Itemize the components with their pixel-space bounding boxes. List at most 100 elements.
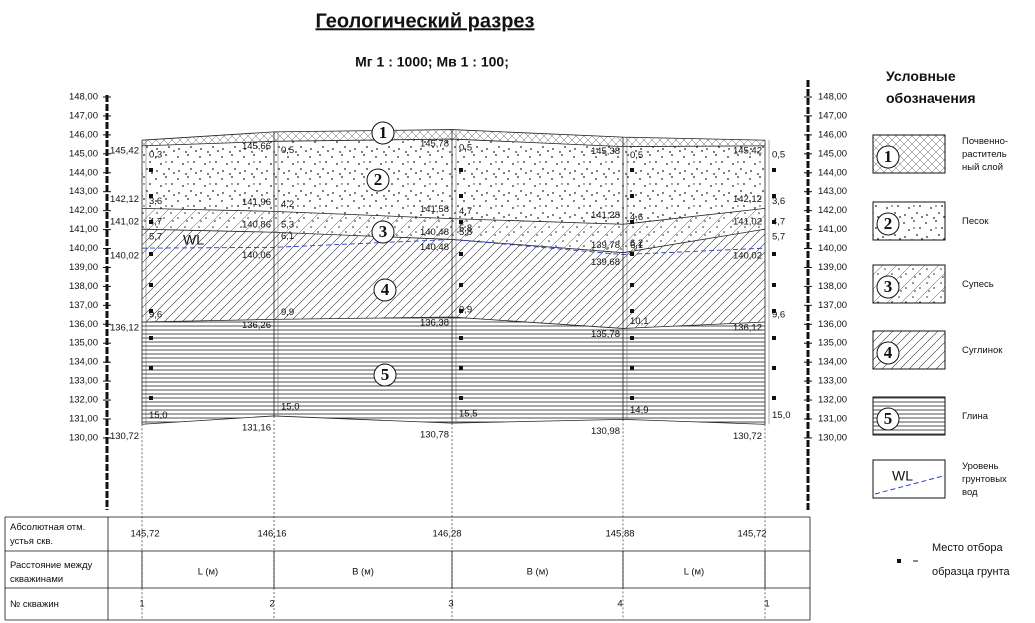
depth-label: 3,6 (772, 196, 785, 207)
depth-label: 5,8 (459, 227, 472, 238)
depth-label: 0,5 (630, 150, 643, 161)
sample-mark (772, 194, 776, 198)
depth-label: 0,5 (459, 143, 472, 154)
legend-label: Уровень грунтовых вод (962, 461, 1007, 498)
elevation-label: 145,78 (420, 139, 449, 150)
sample-mark (149, 283, 153, 287)
legend-label: Песок (962, 216, 989, 227)
tick-label-left: 133,00 (69, 376, 98, 387)
sample-mark (630, 396, 634, 400)
elevation-label: 142,12 (733, 194, 762, 205)
depth-label: 5,7 (149, 232, 162, 243)
table-cell: 145,88 (605, 529, 634, 540)
row-header-line: Расстояние между (10, 560, 93, 571)
sample-mark (630, 220, 634, 224)
tick-label-right: 130,00 (818, 432, 847, 443)
layers (142, 129, 765, 425)
tick-label-left: 148,00 (69, 92, 98, 103)
legend-number: 1 (884, 147, 893, 166)
tick-label-right: 144,00 (818, 167, 847, 178)
sample-mark (630, 283, 634, 287)
elevation-label: 145,42 (110, 145, 139, 156)
elevation-label: 136,12 (733, 323, 762, 334)
title: Геологический разрез (315, 10, 534, 32)
sample-mark (630, 336, 634, 340)
sample-mark (459, 366, 463, 370)
elevation-label: 145,66 (242, 141, 271, 152)
row-header: Абсолютная отм. устья скв. (10, 522, 85, 547)
tick-label-right: 141,00 (818, 224, 847, 235)
sample-mark (772, 336, 776, 340)
table-cell: 3 (448, 599, 453, 610)
soil-layer (142, 139, 765, 225)
layer-number-circle (371, 121, 395, 145)
legend-label: Супесь (962, 279, 994, 290)
layer-number: 5 (381, 365, 390, 384)
tick-label-right: 138,00 (818, 281, 847, 292)
sample-note-line: Место отбора (932, 542, 1003, 554)
elevation-label: 140,48 (420, 242, 449, 253)
sample-mark (459, 309, 463, 313)
tick-label-right: 134,00 (818, 357, 847, 368)
tick-label-right: 131,00 (818, 413, 847, 424)
sample-mark (630, 252, 634, 256)
legend-label-line: Суглинок (962, 345, 1003, 356)
depth-label: 4,7 (772, 217, 785, 228)
table-cell: L (м) (198, 567, 218, 578)
table-cell: 146,28 (432, 529, 461, 540)
depth-label: 9,6 (149, 310, 162, 321)
depth-label: 9,9 (459, 305, 472, 316)
legend-number-circle (876, 341, 900, 365)
sample-mark (772, 309, 776, 313)
tick-label-right: 142,00 (818, 205, 847, 216)
tick-label-left: 138,00 (69, 281, 98, 292)
elevation-label: 145,42 (733, 145, 762, 156)
depth-label: 6,2 (630, 238, 643, 249)
scale: Мг 1 : 1000; Мв 1 : 100; (355, 54, 509, 70)
legend-title-line: обозначения (886, 90, 976, 106)
elevation-label: 135,78 (591, 329, 620, 340)
depth-label: 5,3 (281, 220, 294, 231)
tick-label-right: 136,00 (818, 319, 847, 330)
elevation-label: 140,02 (733, 251, 762, 262)
depth-label: 4,7 (459, 206, 472, 217)
depth-label: 10,1 (630, 316, 649, 327)
tick-label-left: 130,00 (69, 432, 98, 443)
tick-label-right: 148,00 (818, 92, 847, 103)
tick-label-left: 131,00 (69, 413, 98, 424)
depth-label: 3,6 (149, 196, 162, 207)
elevation-label: 145,38 (591, 146, 620, 157)
table-cell: L (м) (684, 567, 704, 578)
tick-label-left: 144,00 (69, 167, 98, 178)
legend-wl: WL (892, 468, 913, 484)
tick-label-right: 147,00 (818, 110, 847, 121)
depth-label: 9,9 (281, 307, 294, 318)
tick-label-right: 133,00 (818, 376, 847, 387)
legend-title: Условные обозначения (886, 68, 976, 106)
depth-label: 5,7 (772, 232, 785, 243)
row-header-line: № скважин (10, 599, 59, 610)
depth-label: 15,5 (459, 409, 478, 420)
tick-label-left: 134,00 (69, 357, 98, 368)
legend-label-line: Уровень (962, 461, 999, 472)
depth-label: 4,6 (630, 212, 643, 223)
layer-number-circle (373, 363, 397, 387)
table-cell: 2 (269, 599, 274, 610)
depth-label: 0,5 (281, 145, 294, 156)
elevation-label: 136,26 (242, 320, 271, 331)
sample-mark (630, 366, 634, 370)
tick-label-left: 142,00 (69, 205, 98, 216)
table-cell: 1 (139, 599, 144, 610)
tick-label-left: 136,00 (69, 319, 98, 330)
elevation-label: 140,48 (420, 227, 449, 238)
layer-number-circle (373, 278, 397, 302)
legend-label-line: вод (962, 487, 978, 498)
tick-label-right: 146,00 (818, 129, 847, 140)
sample-mark (459, 336, 463, 340)
legend-number-circle (876, 407, 900, 431)
tick-label-left: 140,00 (69, 243, 98, 254)
tick-label-right: 135,00 (818, 338, 847, 349)
tick-label-right: 132,00 (818, 395, 847, 406)
layer-number-circle (366, 168, 390, 192)
tick-label-left: 145,00 (69, 148, 98, 159)
